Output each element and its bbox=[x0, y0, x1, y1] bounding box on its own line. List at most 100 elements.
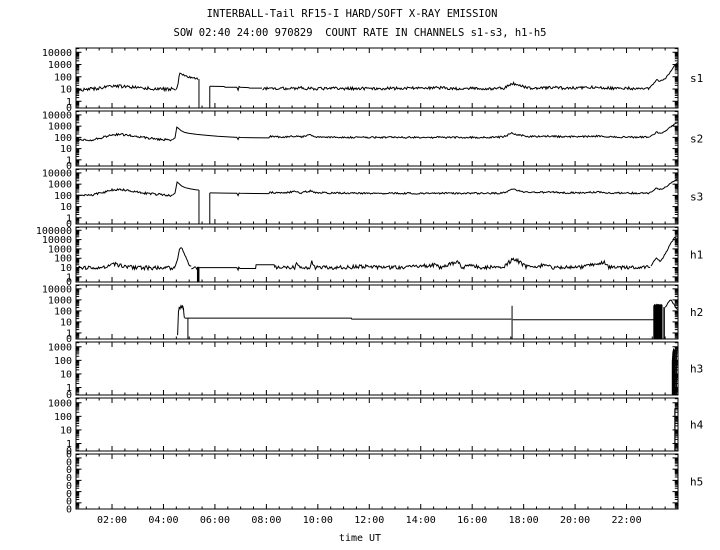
x-tick-label: 14:00 bbox=[406, 515, 436, 526]
y-ticks-s2 bbox=[76, 111, 678, 167]
y-tick-label-zero: 0 bbox=[66, 334, 72, 345]
y-tick-label: 1000 bbox=[48, 60, 72, 71]
y-ticks-h4 bbox=[76, 398, 678, 452]
y-tick-label-zero: 0 bbox=[66, 219, 72, 230]
y-tick-label-zero: 0 bbox=[66, 497, 72, 508]
channel-label-h2: h2 bbox=[690, 306, 703, 319]
trace-s2 bbox=[76, 122, 678, 142]
y-tick-label-zero: 0 bbox=[66, 103, 72, 114]
panel-frame-h5 bbox=[75, 453, 679, 510]
y-tick-label-zero: 0 bbox=[66, 390, 72, 401]
y-tick-label: 10000 bbox=[42, 284, 72, 295]
x-ticks-h4 bbox=[85, 398, 666, 451]
y-tick-label: 10 bbox=[60, 85, 72, 96]
panel-frame-s3 bbox=[75, 168, 679, 225]
y-tick-label: 100000 bbox=[36, 226, 72, 237]
channel-label-s2: s2 bbox=[690, 133, 703, 146]
y-tick-label: 100 bbox=[54, 356, 72, 367]
trace-h1 bbox=[76, 236, 678, 282]
channel-label-h3: h3 bbox=[690, 363, 703, 376]
y-tick-label: 1000 bbox=[48, 122, 72, 133]
channel-label-h5: h5 bbox=[690, 476, 703, 489]
x-ticks-s1 bbox=[85, 48, 666, 108]
panel-frame-h2 bbox=[75, 284, 679, 340]
x-ticks-s3 bbox=[85, 169, 666, 224]
y-tick-label-zero: 0 bbox=[66, 489, 72, 500]
y-tick-label-zero: 0 bbox=[66, 481, 72, 492]
trace-s3 bbox=[76, 178, 678, 224]
y-tick-label-zero: 0 bbox=[66, 457, 72, 468]
panel-frame-h3 bbox=[75, 341, 679, 396]
y-axis-labels-h3: 1000 100 10 10 bbox=[48, 342, 72, 401]
y-ticks-h5 bbox=[76, 454, 678, 510]
y-tick-label: 1000 bbox=[48, 342, 72, 353]
panel-frame-h4 bbox=[75, 397, 679, 452]
y-tick-label: 10000 bbox=[42, 168, 72, 179]
x-tick-label: 02:00 bbox=[97, 515, 127, 526]
x-ticks-s2 bbox=[85, 111, 666, 166]
x-tick-label: 08:00 bbox=[251, 515, 281, 526]
x-ticks-h1 bbox=[85, 227, 666, 282]
y-tick-label: 1000 bbox=[48, 244, 72, 255]
x-axis-title: time UT bbox=[339, 533, 381, 544]
y-tick-label-zero: 0 bbox=[66, 450, 72, 461]
x-tick-label: 22:00 bbox=[611, 515, 641, 526]
y-tick-label: 1000 bbox=[48, 180, 72, 191]
y-tick-label: 10 bbox=[60, 369, 72, 380]
y-tick-label: 100 bbox=[54, 254, 72, 265]
channel-label-h1: h1 bbox=[690, 249, 703, 262]
y-tick-label: 10 bbox=[60, 317, 72, 328]
x-tick-label: 20:00 bbox=[560, 515, 590, 526]
y-tick-label: 1 bbox=[66, 272, 72, 283]
panel-frame-h1 bbox=[75, 226, 679, 283]
y-ticks-h2 bbox=[76, 285, 678, 340]
y-tick-label: 10 bbox=[60, 144, 72, 155]
y-tick-label: 10000 bbox=[42, 235, 72, 246]
trace-h2 bbox=[177, 299, 678, 339]
y-tick-label: 10000 bbox=[42, 48, 72, 59]
y-tick-label: 100 bbox=[54, 72, 72, 83]
trace-h4 bbox=[674, 408, 678, 451]
y-ticks-h1 bbox=[76, 226, 678, 283]
x-tick-label: 10:00 bbox=[303, 515, 333, 526]
y-tick-label: 1 bbox=[66, 97, 72, 108]
y-tick-label: 1 bbox=[66, 213, 72, 224]
y-ticks-h3 bbox=[76, 342, 678, 396]
y-tick-label-zero: 0 bbox=[66, 473, 72, 484]
x-tick-label: 16:00 bbox=[457, 515, 487, 526]
y-tick-label: 10 bbox=[60, 425, 72, 436]
y-tick-label: 10 bbox=[60, 263, 72, 274]
x-axis-labels: 02:00 04:00 06:00 08:00 10:00 12:00 14:00 16:00… bbox=[97, 515, 642, 526]
y-tick-label-zero: 0 bbox=[66, 277, 72, 288]
trace-h3 bbox=[671, 347, 677, 395]
channel-label-s3: s3 bbox=[690, 191, 703, 204]
y-tick-label: 100 bbox=[54, 306, 72, 317]
y-tick-label-zero: 0 bbox=[66, 161, 72, 172]
x-ticks-h5 bbox=[85, 454, 666, 509]
y-tick-label: 100 bbox=[54, 191, 72, 202]
x-tick-label: 04:00 bbox=[148, 515, 178, 526]
y-tick-label-zero: 0 bbox=[66, 465, 72, 476]
y-tick-label: 1 bbox=[66, 383, 72, 394]
x-ticks-h3 bbox=[85, 342, 666, 395]
x-tick-label: 06:00 bbox=[200, 515, 230, 526]
chart-subtitle: SOW 02:40 24:00 970829 COUNT RATE IN CHA… bbox=[174, 27, 547, 39]
panels-group: 1000010001001010s11000010001001010s21000… bbox=[36, 47, 704, 516]
trace-s1 bbox=[76, 62, 678, 108]
y-tick-label: 1000 bbox=[48, 398, 72, 409]
y-tick-label-zero: 0 bbox=[66, 505, 72, 516]
y-tick-label: 100 bbox=[54, 412, 72, 423]
